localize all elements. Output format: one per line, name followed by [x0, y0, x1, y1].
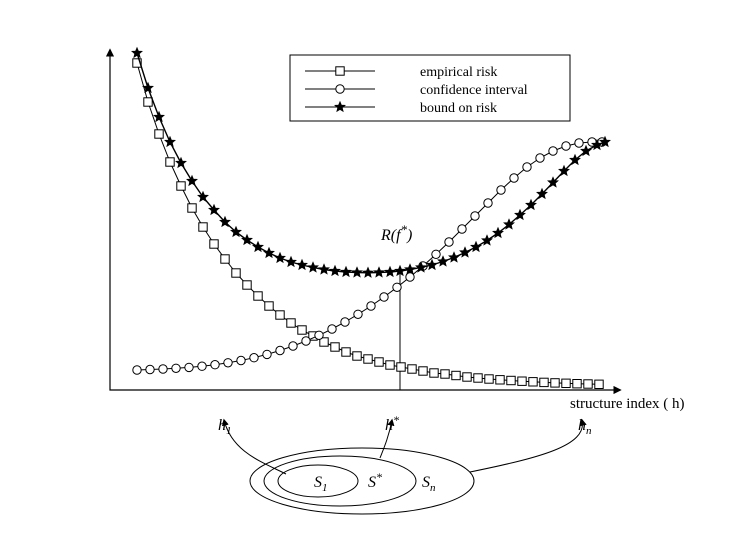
legend-label-bound: bound on risk: [420, 101, 497, 116]
x-axis-label: structure index ( h): [570, 396, 685, 412]
legend-label-empirical: empirical risk: [420, 65, 497, 80]
legend: empirical risk confidence interval bound o…: [290, 55, 570, 121]
legend-label-confidence: confidence interval: [420, 83, 528, 98]
